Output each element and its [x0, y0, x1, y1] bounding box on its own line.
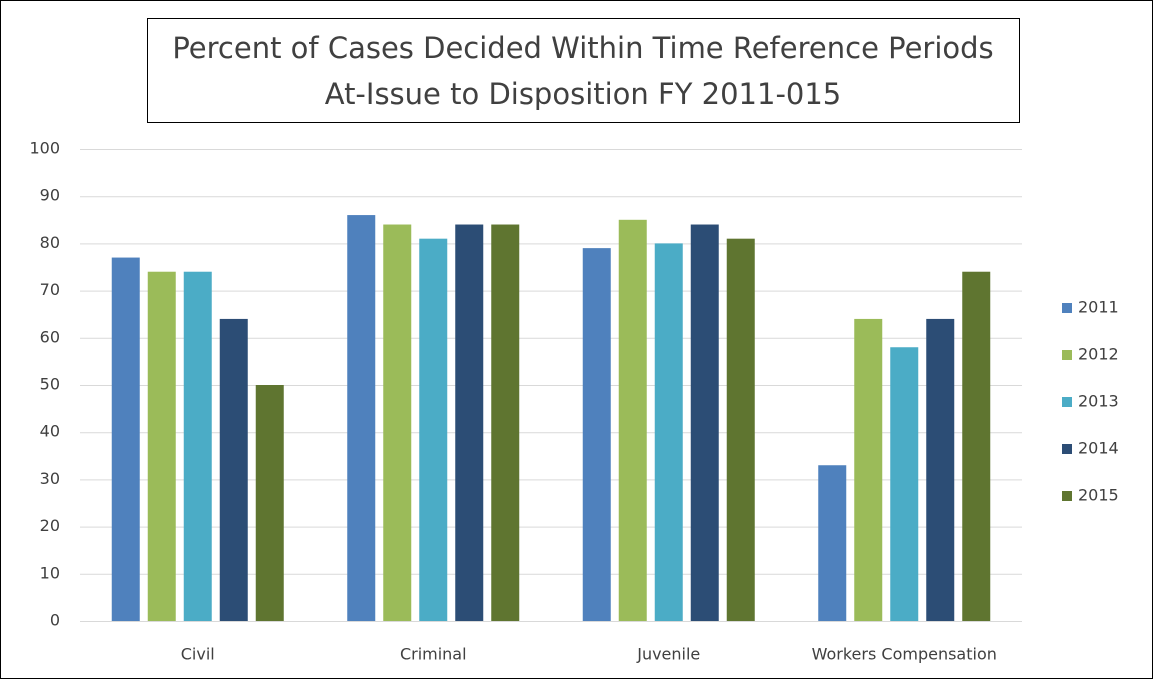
chart-title: Percent of Cases Decided Within Time Ref… [172, 31, 993, 65]
legend-label: 2012 [1078, 345, 1119, 364]
bar [854, 318, 883, 621]
bar [147, 271, 176, 621]
legend-swatch [1062, 397, 1072, 407]
x-tick-label: Juvenile [636, 645, 700, 664]
x-tick-label: Criminal [400, 645, 467, 664]
bar [726, 238, 755, 621]
bar [491, 224, 520, 621]
title-box [147, 18, 1020, 123]
legend-swatch [1062, 350, 1072, 360]
x-tick-label: Workers Compensation [812, 645, 997, 664]
y-tick-label: 70 [40, 280, 60, 299]
y-tick-label: 10 [40, 563, 60, 582]
bar [455, 224, 484, 621]
y-tick-label: 20 [40, 516, 60, 535]
bar [962, 271, 991, 621]
bar [111, 257, 140, 621]
bar [347, 215, 376, 621]
chart-title: At-Issue to Disposition FY 2011-015 [325, 77, 842, 111]
y-tick-label: 90 [40, 186, 60, 205]
legend-label: 2014 [1078, 439, 1119, 458]
bar [654, 243, 683, 621]
y-tick-label: 60 [40, 327, 60, 346]
y-tick-label: 80 [40, 233, 60, 252]
bar [890, 347, 919, 621]
bar [582, 248, 611, 621]
y-tick-label: 0 [50, 611, 60, 630]
bar [818, 465, 847, 621]
bar [690, 224, 719, 621]
bar [255, 385, 284, 621]
legend-label: 2013 [1078, 392, 1119, 411]
y-tick-label: 30 [40, 469, 60, 488]
legend-swatch [1062, 303, 1072, 313]
x-tick-label: Civil [181, 645, 215, 664]
bar [183, 271, 212, 621]
bar [618, 219, 647, 622]
y-tick-label: 40 [40, 422, 60, 441]
bar [383, 224, 412, 621]
bar [419, 238, 448, 621]
y-tick-label: 100 [29, 139, 60, 158]
bar [926, 318, 955, 621]
legend-swatch [1062, 491, 1072, 501]
y-tick-label: 50 [40, 375, 60, 394]
legend-swatch [1062, 444, 1072, 454]
legend-label: 2011 [1078, 298, 1119, 317]
legend-label: 2015 [1078, 486, 1119, 505]
bar [219, 318, 248, 621]
